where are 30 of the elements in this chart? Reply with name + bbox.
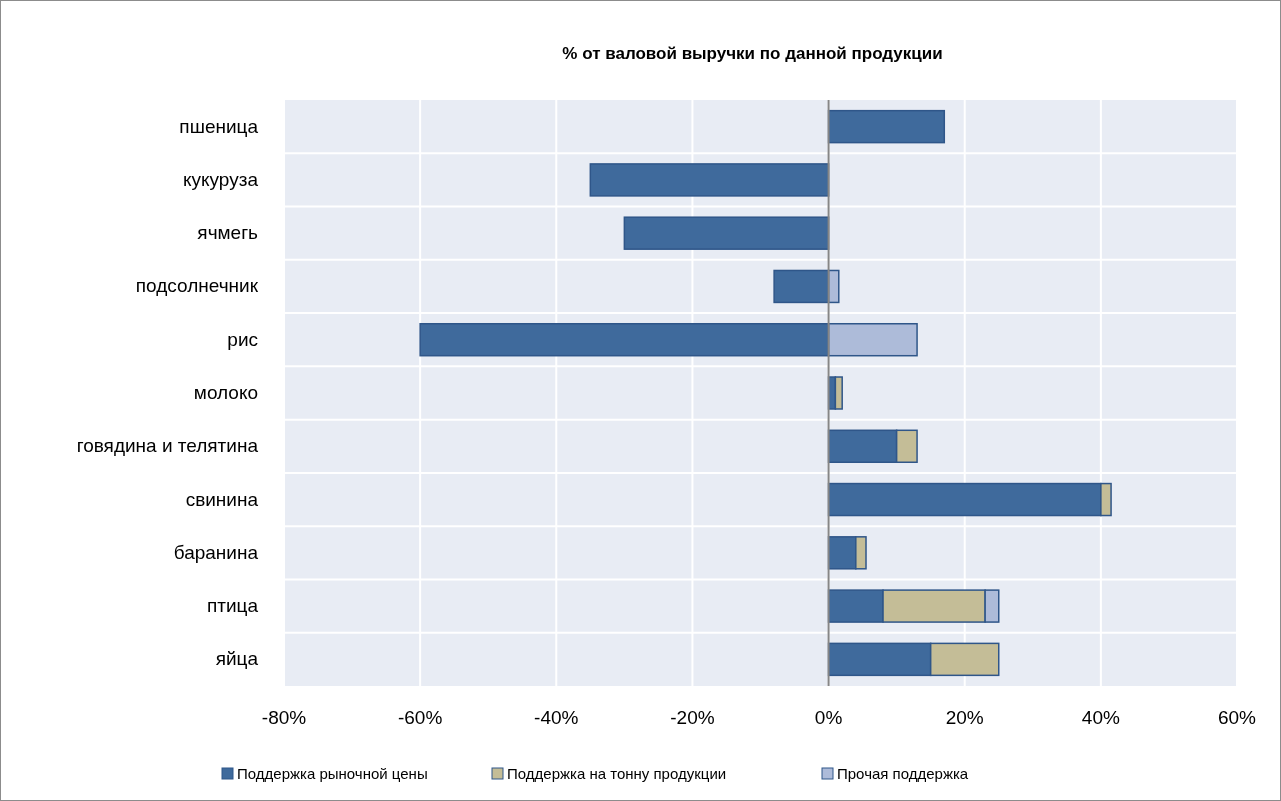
legend-label: Поддержка рыночной цены <box>237 765 428 782</box>
bar <box>773 269 830 304</box>
x-tick-label: 40% <box>1081 707 1120 728</box>
x-tick-label: 60% <box>1217 707 1257 728</box>
bar <box>827 109 946 144</box>
legend-label: Поддержка на тонну продукции <box>507 765 727 782</box>
x-tick-label: -40% <box>534 707 579 728</box>
bar <box>623 216 830 250</box>
y-tick-label: ячмегь <box>197 222 259 244</box>
y-tick-label: говядина и телятина <box>76 435 259 457</box>
x-tick-label: 0% <box>814 707 843 728</box>
y-tick-label: кукуруза <box>183 168 259 190</box>
y-tick-label: птица <box>206 595 259 617</box>
x-tick-label: 20% <box>945 707 984 728</box>
bar <box>419 323 830 357</box>
chart-title: % от валовой выручки по данной продукции <box>562 44 943 63</box>
x-tick-label: -60% <box>397 707 443 728</box>
y-tick-label: свинина <box>185 488 259 510</box>
bar <box>834 376 843 410</box>
x-tick-label: -20% <box>670 707 715 728</box>
x-tick-label: -80% <box>261 707 307 728</box>
y-tick-label: яйца <box>215 648 259 670</box>
y-tick-label: рис <box>227 328 258 350</box>
y-tick-label: подсолнечник <box>135 275 259 297</box>
bar <box>827 323 918 357</box>
y-tick-label: пшеница <box>179 115 259 137</box>
legend-label: Прочая поддержка <box>837 765 969 782</box>
y-tick-label: баранина <box>173 541 259 563</box>
y-tick-label: молоко <box>193 382 258 403</box>
bar <box>589 163 830 197</box>
